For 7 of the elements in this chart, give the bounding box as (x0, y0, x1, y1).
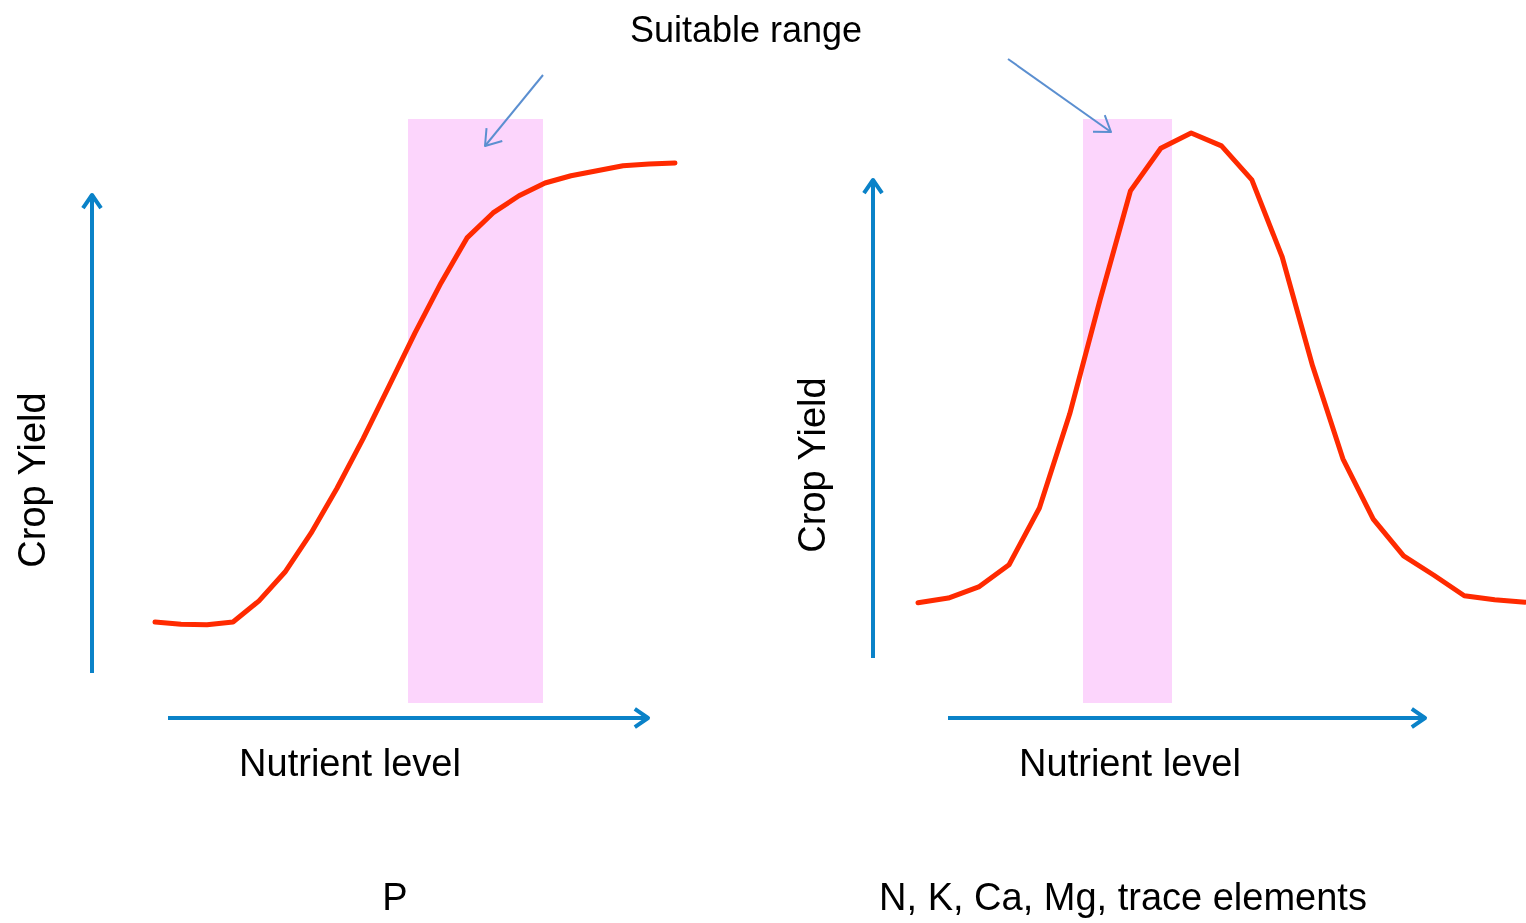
text: N, K, Ca, Mg, trace elements (879, 876, 1367, 918)
x-axis-title: Nutrient level (1019, 742, 1241, 784)
text: P (382, 876, 408, 918)
y-axis-title: Crop Yield (791, 377, 833, 553)
y-axis-title: Crop Yield (11, 392, 53, 568)
x-axis-title: Nutrient level (239, 742, 461, 784)
text: Suitable range (629, 9, 863, 50)
